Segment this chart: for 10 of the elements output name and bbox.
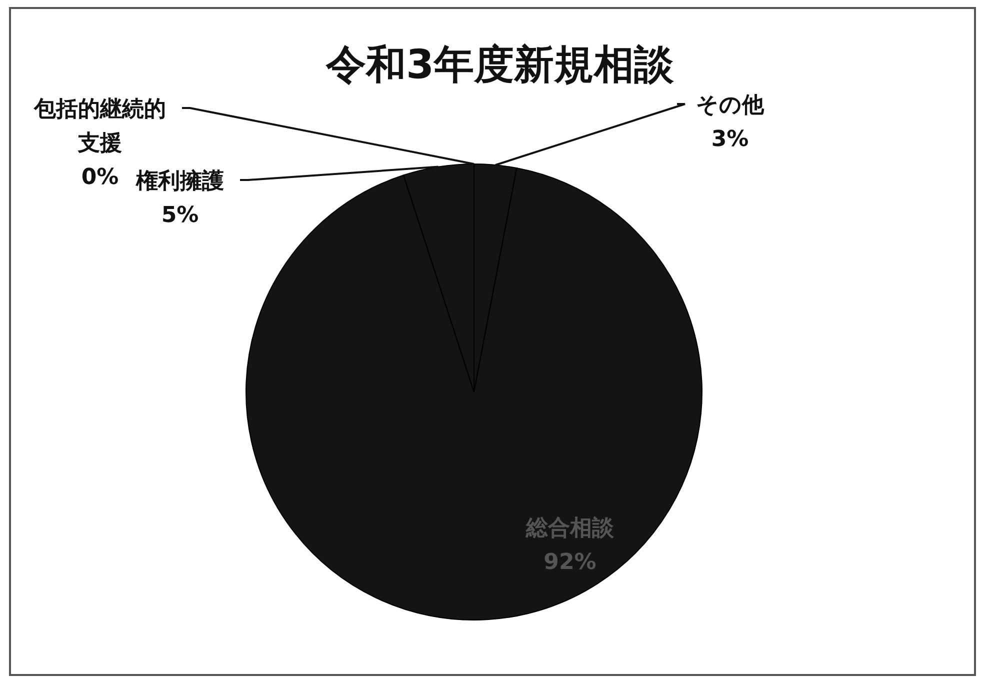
category-label: 包括的継続的支援 (34, 97, 166, 156)
pie-slice (246, 168, 702, 620)
slice-label: 権利擁護 (135, 168, 224, 194)
data-label: 5% (161, 203, 199, 228)
data-label: 3% (711, 127, 749, 152)
slice-label: その他 (696, 93, 765, 118)
slice-label: 総合相談 (525, 516, 615, 541)
chart-title: 令和3年度新規相談 (325, 42, 675, 88)
text: 0% (81, 165, 119, 190)
data-label: 92% (544, 550, 596, 575)
